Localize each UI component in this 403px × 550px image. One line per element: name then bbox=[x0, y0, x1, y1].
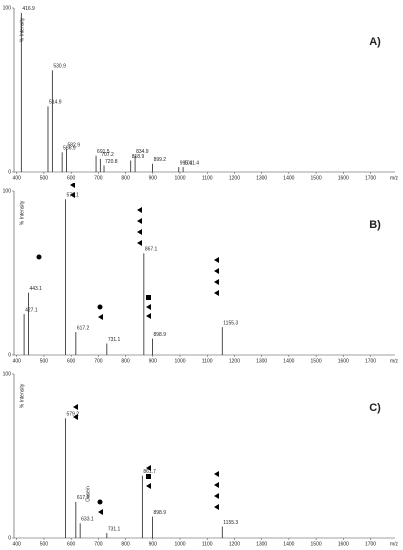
peak-label: 579.2 bbox=[66, 412, 79, 418]
peak-label: 617.2 bbox=[77, 495, 90, 501]
panel: 400 500 600 700 800 900 1000 1100 1200 1300 1400 15… bbox=[3, 5, 399, 181]
x-tick-label: 1100 bbox=[202, 358, 213, 364]
x-tick-label: 1700 bbox=[365, 358, 376, 364]
x-tick-label: 900 bbox=[149, 541, 158, 547]
y-tick-label: 0 bbox=[8, 352, 11, 358]
x-tick-label: 600 bbox=[67, 541, 76, 547]
panel-label: A) bbox=[369, 36, 381, 48]
panel-label: C) bbox=[369, 402, 381, 414]
symbols bbox=[36, 183, 219, 320]
y-tick-label: 100 bbox=[3, 188, 12, 194]
peak-label: 427.1 bbox=[25, 307, 38, 313]
x-tick-label: 1200 bbox=[229, 541, 240, 547]
panel: 400 500 600 700 800 900 1000 1100 1200 1300 1400 15… bbox=[3, 183, 399, 364]
x-tick-label: 1400 bbox=[283, 541, 294, 547]
x-tick-label: 600 bbox=[67, 175, 76, 181]
peak-label: 582.9 bbox=[67, 142, 80, 148]
x-tick-label: 400 bbox=[13, 175, 22, 181]
x-axis-label: m/z bbox=[390, 541, 399, 547]
x-tick-label: 400 bbox=[13, 541, 22, 547]
panel: 400 500 600 700 800 900 1000 1100 1200 1300 1400 15… bbox=[3, 371, 399, 547]
x-tick-label: 1600 bbox=[338, 358, 349, 364]
peak-label: 514.9 bbox=[49, 100, 62, 106]
peak-label: 818.9 bbox=[132, 154, 145, 160]
x-tick-label: 1500 bbox=[311, 175, 322, 181]
x-tick-label: 1600 bbox=[338, 175, 349, 181]
y-tick-label: 100 bbox=[3, 371, 12, 377]
x-tick-label: 700 bbox=[94, 541, 103, 547]
x-tick-label: 1200 bbox=[229, 358, 240, 364]
peak-label: 691.5 bbox=[97, 149, 110, 155]
x-tick-label: 1400 bbox=[283, 358, 294, 364]
peak-label: 566.9 bbox=[63, 146, 76, 152]
x-tick-label: 1000 bbox=[174, 541, 185, 547]
peak-label: 898.9 bbox=[153, 332, 166, 338]
x-tick-label: 500 bbox=[40, 541, 49, 547]
peak-label: 1155.3 bbox=[223, 520, 238, 526]
peak-label: 416.9 bbox=[22, 6, 35, 12]
x-tick-label: 900 bbox=[149, 358, 158, 364]
peak-label: 861.7 bbox=[143, 469, 156, 475]
annotation: Casein bbox=[85, 486, 91, 502]
x-tick-label: 1000 bbox=[174, 175, 185, 181]
peak-label: 899.2 bbox=[154, 157, 167, 163]
x-tick-label: 800 bbox=[121, 175, 130, 181]
x-tick-label: 1000 bbox=[174, 358, 185, 364]
x-tick-label: 1200 bbox=[229, 175, 240, 181]
peak-label: 1011.4 bbox=[184, 160, 199, 166]
x-axis-label: m/z bbox=[390, 175, 399, 181]
x-tick-label: 600 bbox=[67, 358, 76, 364]
peak-label: 707.2 bbox=[101, 152, 114, 158]
x-tick-label: 1400 bbox=[283, 175, 294, 181]
x-tick-label: 1600 bbox=[338, 541, 349, 547]
peak-label: 530.9 bbox=[53, 64, 66, 70]
peak-label: 720.8 bbox=[105, 159, 118, 165]
peak-label: 995.4 bbox=[180, 160, 193, 166]
y-tick-label: 0 bbox=[8, 169, 11, 175]
x-tick-label: 1700 bbox=[365, 175, 376, 181]
x-tick-label: 1300 bbox=[256, 175, 267, 181]
peak-label: 443.1 bbox=[29, 286, 42, 292]
x-tick-label: 700 bbox=[94, 358, 103, 364]
symbols bbox=[73, 404, 219, 515]
x-tick-label: 1300 bbox=[256, 358, 267, 364]
peak-label: 731.1 bbox=[108, 337, 121, 343]
peak-label: 898.9 bbox=[153, 510, 166, 516]
x-tick-label: 800 bbox=[121, 358, 130, 364]
x-tick-label: 1700 bbox=[365, 541, 376, 547]
peak-label: 617.2 bbox=[77, 325, 90, 331]
y-tick-label: 100 bbox=[3, 5, 12, 11]
x-tick-label: 1500 bbox=[311, 358, 322, 364]
x-tick-label: 800 bbox=[121, 541, 130, 547]
y-axis-label: % Intensity bbox=[19, 383, 25, 408]
peak-label: 834.9 bbox=[136, 149, 149, 155]
y-axis-label: % Intensity bbox=[19, 17, 25, 42]
peak-label: 1155.3 bbox=[223, 320, 238, 326]
x-tick-label: 900 bbox=[149, 175, 158, 181]
x-tick-label: 500 bbox=[40, 358, 49, 364]
panel-label: B) bbox=[369, 219, 381, 231]
x-tick-label: 500 bbox=[40, 175, 49, 181]
x-tick-label: 1300 bbox=[256, 541, 267, 547]
x-tick-label: 1100 bbox=[202, 541, 213, 547]
x-tick-label: 700 bbox=[94, 175, 103, 181]
peak-label: 633.1 bbox=[81, 517, 94, 523]
peak-label: 579.1 bbox=[66, 193, 79, 199]
x-tick-label: 1500 bbox=[311, 541, 322, 547]
x-tick-label: 1100 bbox=[202, 175, 213, 181]
peak-label: 731.1 bbox=[108, 526, 121, 532]
peak-label: 867.1 bbox=[145, 247, 158, 253]
y-tick-label: 0 bbox=[8, 535, 11, 541]
x-tick-label: 400 bbox=[13, 358, 22, 364]
y-axis-label: % Intensity bbox=[19, 200, 25, 225]
x-axis-label: m/z bbox=[390, 358, 399, 364]
